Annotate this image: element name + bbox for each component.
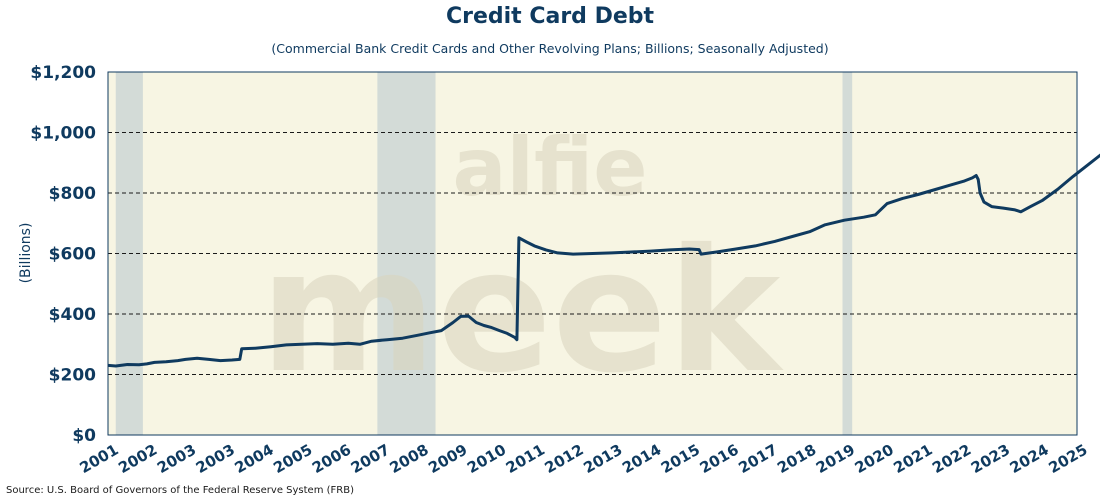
y-tick-label: $600 [49,245,96,265]
watermark-line-1: alfie [453,121,648,214]
x-tick-label: 2017 [735,441,780,477]
x-tick-label: 2009 [425,441,470,477]
x-tick-label: 2008 [387,441,432,477]
x-tick-label: 2006 [309,441,354,477]
y-tick-label: $1,000 [30,124,96,144]
x-tick-label: 2014 [619,441,664,477]
y-tick-label: $400 [49,305,96,325]
x-tick-label: 2003 [193,441,238,477]
series-line-1 [107,153,1100,368]
plot-frame [107,71,1078,436]
x-tick-label: 2025 [1045,441,1090,477]
watermark-line-2: meek [260,213,785,411]
y-tick-labels: $0 $200 $400 $600 $800 $1,000 $1,200 [30,63,96,446]
x-tick-label: 2007 [348,441,393,477]
x-tick-label: 2016 [697,441,742,477]
x-tick-label: 2002 [115,441,160,477]
x-tick-label: 2004 [231,441,276,477]
y-tick-label: $0 [72,426,96,446]
x-tick-label: 2024 [1007,441,1052,477]
x-tick-label: 2021 [890,441,935,477]
x-tick-label: 2023 [968,441,1013,477]
chart-subtitle: (Commercial Bank Credit Cards and Other … [271,41,829,56]
x-tick-label: 2010 [464,441,509,477]
x-tick-label: 2022 [929,441,974,477]
watermark: alfie meek [260,121,785,411]
x-tick-label: 2019 [813,441,858,477]
y-tick-label: $1,200 [30,63,96,83]
x-tick-label: 2001 [76,441,121,477]
series-layer [107,153,1100,368]
x-tick-label: 2012 [542,441,587,477]
x-tick-labels: 2001200220032003200420052006200720082009… [76,441,1090,477]
x-tick-label: 2013 [580,441,625,477]
x-tick-label: 2011 [503,441,548,477]
gridlines [108,132,1077,375]
y-tick-label: $800 [49,184,96,204]
recession-band-3 [842,72,853,435]
x-tick-label: 2020 [852,441,897,477]
chart-source: Source: U.S. Board of Governors of the F… [6,485,354,496]
x-tick-label: 2015 [658,441,703,477]
x-tick-label: 2005 [270,441,315,477]
chart-title: Credit Card Debt [445,4,655,29]
x-tick-label: 2003 [154,441,199,477]
x-tick-label: 2018 [774,441,819,477]
y-axis-label: (Billions) [18,223,34,284]
y-tick-label: $200 [49,366,96,386]
